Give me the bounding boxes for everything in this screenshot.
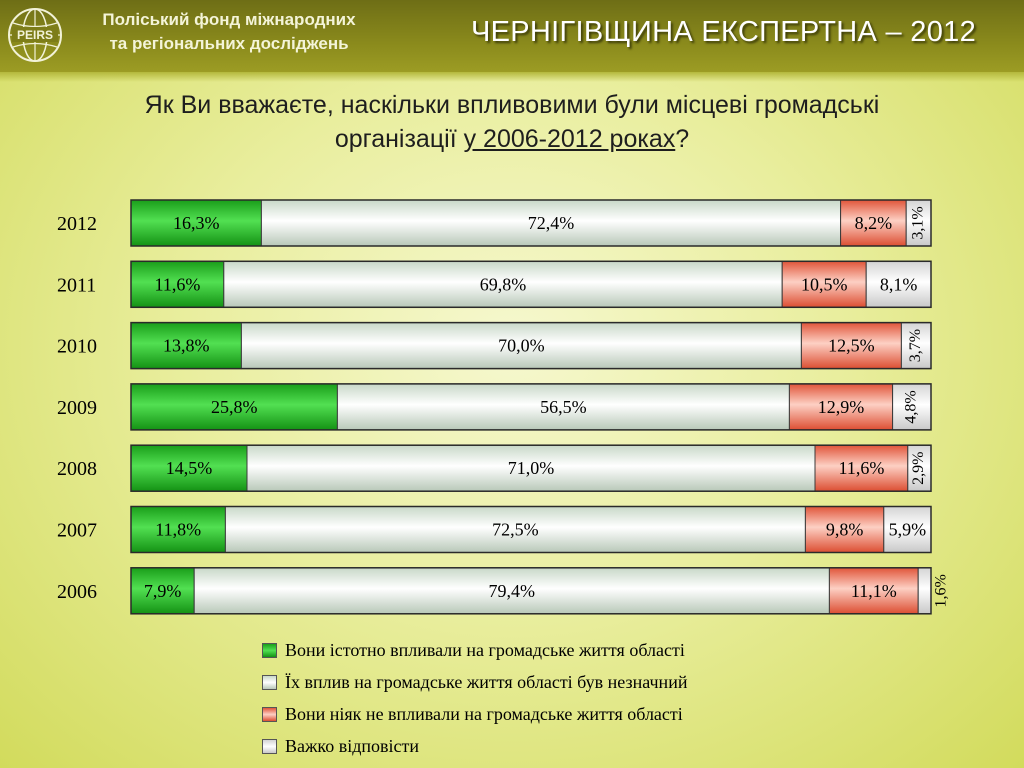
legend-swatch-significant (262, 642, 277, 658)
legend-swatch-hard-to-say (262, 738, 277, 754)
org-name-line-1: Поліський фонд міжнародних (102, 10, 356, 29)
year-label-2011: 2011 (57, 274, 96, 296)
data-label-2009-hard-to-say: 4,8% (902, 390, 919, 423)
chart-legend: Вони істотно впливали на громадське житт… (262, 634, 687, 762)
data-label-2010-insignificant: 70,0% (498, 336, 545, 356)
bar-segment-2011-hard-to-say (865, 260, 932, 308)
year-label-2008: 2008 (57, 458, 97, 480)
data-label-2009-significant: 25,8% (211, 397, 258, 417)
year-label-2006: 2006 (57, 581, 97, 603)
data-label-2006-significant: 7,9% (144, 581, 182, 601)
organization-name: Поліський фонд міжнародних та регіональн… (74, 8, 384, 56)
data-label-2012-hard-to-say: 3,1% (909, 206, 926, 239)
bar-segment-2011-significant (130, 260, 225, 308)
bar-frame-2008 (130, 444, 932, 492)
year-label-2012: 2012 (57, 213, 97, 235)
data-label-2010-significant: 13,8% (163, 336, 210, 356)
slide-header: PEIRS Поліський фонд міжнародних та регі… (0, 0, 1024, 72)
bar-segment-2008-no-influence (814, 444, 909, 492)
data-label-2010-hard-to-say: 3,7% (907, 329, 924, 362)
data-label-2007-hard-to-say: 5,9% (889, 520, 927, 540)
bar-segment-2010-significant (130, 322, 242, 370)
bar-frame-2012 (130, 199, 932, 247)
data-label-2008-hard-to-say: 2,9% (910, 452, 927, 485)
header-divider (0, 72, 1024, 82)
data-label-2011-no-influence: 10,5% (801, 274, 848, 294)
globe-logo-icon: PEIRS (8, 8, 62, 62)
data-label-2006-no-influence: 11,1% (851, 581, 897, 601)
bar-frame-2006 (130, 567, 932, 615)
legend-item-significant: Вони істотно впливали на громадське житт… (262, 634, 687, 666)
bar-frame-2011 (130, 260, 932, 309)
data-label-2007-significant: 11,8% (155, 520, 201, 540)
data-label-2012-significant: 16,3% (173, 213, 220, 233)
question-period: у 2006-2012 роках (463, 125, 676, 153)
bar-frame-2007 (130, 505, 932, 554)
question-mark: ? (675, 125, 690, 153)
data-label-2006-hard-to-say: 1,6% (933, 574, 950, 607)
question-line-1: Як Ви вважаєте, наскільки впливовими бул… (144, 91, 880, 119)
org-name-line-2: та регіональних досліджень (109, 34, 349, 53)
legend-swatch-no-influence (262, 706, 277, 722)
legend-label-no-influence: Вони ніяк не впливали на громадське житт… (285, 703, 683, 724)
data-label-2007-insignificant: 72,5% (492, 520, 539, 540)
question-line-2-prefix: організації (334, 125, 464, 153)
bar-segment-2010-no-influence (800, 322, 902, 370)
data-label-2011-insignificant: 69,8% (480, 274, 527, 294)
bar-segment-2011-insignificant (223, 260, 783, 308)
survey-question: Як Ви вважаєте, наскільки впливовими бул… (40, 88, 984, 156)
bar-frame-2009 (130, 383, 932, 431)
data-label-2012-no-influence: 8,2% (855, 213, 893, 233)
data-label-2010-no-influence: 12,5% (828, 336, 875, 356)
legend-label-insignificant: Їх вплив на громадське життя області був… (285, 671, 688, 692)
data-label-2008-significant: 14,5% (166, 458, 213, 478)
bar-segment-2006-hard-to-say (917, 567, 932, 615)
legend-swatch-insignificant (262, 674, 277, 690)
bar-segment-2012-significant (130, 199, 262, 247)
data-label-2009-insignificant: 56,5% (540, 397, 587, 417)
data-label-2011-hard-to-say: 8,1% (880, 274, 918, 294)
legend-item-hard-to-say: Важко відповісти (262, 730, 687, 762)
data-label-2008-no-influence: 11,6% (838, 458, 884, 478)
year-label-2010: 2010 (57, 336, 97, 358)
data-label-2011-significant: 11,6% (154, 274, 200, 294)
logo-text: PEIRS (17, 28, 53, 42)
bar-segment-2006-no-influence (828, 567, 919, 615)
data-label-2007-no-influence: 9,8% (826, 520, 864, 540)
bar-segment-2006-insignificant (193, 567, 830, 615)
data-label-2012-insignificant: 72,4% (528, 213, 575, 233)
data-label-2009-no-influence: 12,9% (818, 397, 865, 417)
year-label-2007: 2007 (57, 520, 97, 542)
bar-segment-2012-insignificant (260, 199, 842, 247)
legend-item-insignificant: Їх вплив на громадське життя області був… (262, 666, 687, 698)
legend-label-significant: Вони істотно впливали на громадське житт… (285, 639, 685, 660)
data-label-2008-insignificant: 71,0% (508, 458, 555, 478)
year-label-2009: 2009 (57, 397, 97, 419)
question-line-2: організації у 2006-2012 роках? (40, 122, 984, 156)
legend-label-hard-to-say: Важко відповісти (285, 735, 420, 756)
bar-segment-2007-no-influence (804, 506, 885, 553)
bar-segment-2009-significant (130, 383, 338, 431)
slide-title: ЧЕРНІГІВЩИНА ЕКСПЕРТНА – 2012 (470, 16, 976, 48)
data-label-2006-insignificant: 79,4% (489, 581, 536, 601)
legend-item-no-influence: Вони ніяк не впливали на громадське житт… (262, 698, 687, 730)
bar-frame-2010 (130, 321, 932, 370)
bar-segment-2010-insignificant (240, 322, 802, 370)
